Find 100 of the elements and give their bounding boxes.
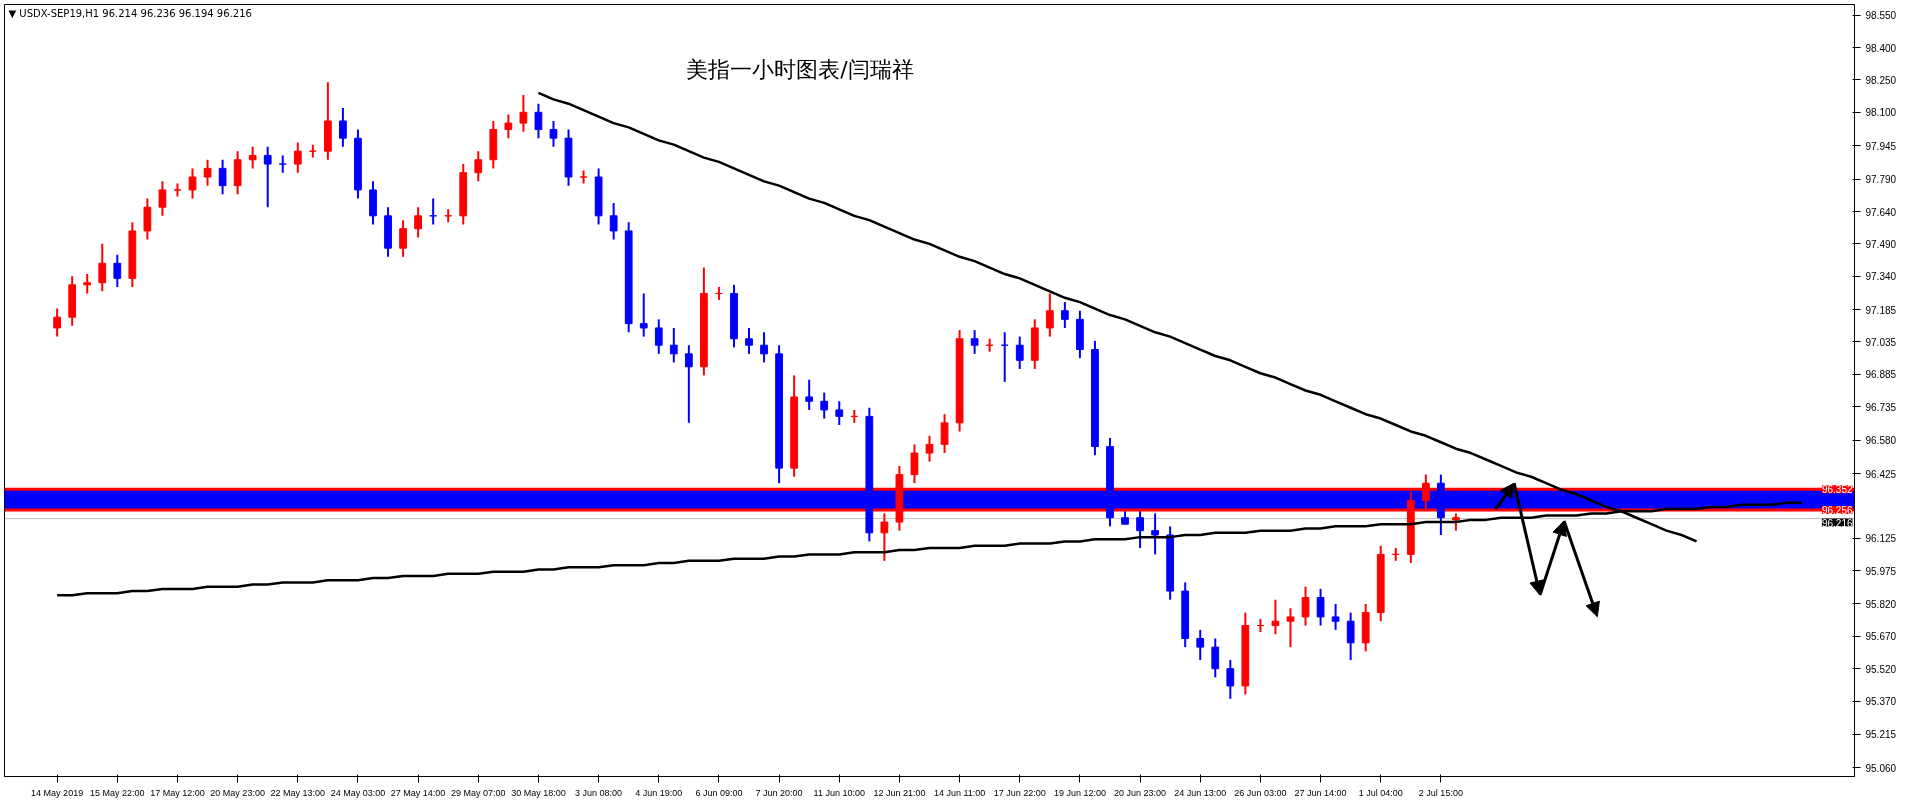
candlestick (143, 197, 152, 241)
y-tick-label: 95.820 (1865, 598, 1897, 610)
candlestick (1316, 587, 1325, 627)
candlestick (639, 292, 648, 338)
x-tick-label: 20 May 23:00 (210, 787, 265, 798)
text: 美指一小时图表/闫瑞祥 (686, 56, 914, 82)
y-tick-label: 95.060 (1865, 762, 1897, 774)
x-tick-label: 14 May 2019 (31, 787, 84, 798)
candlestick (98, 242, 107, 293)
x-tick-label: 19 Jun 12:00 (1053, 787, 1106, 798)
y-tick-label: 97.490 (1865, 238, 1897, 250)
candlestick (970, 329, 979, 355)
candlestick (760, 331, 768, 364)
x-tick-label: 2 Jul 15:00 (1418, 787, 1463, 798)
candlestick (549, 119, 558, 148)
x-tick-label: 27 Jun 14:00 (1294, 787, 1347, 798)
x-tick-label: 15 May 22:00 (90, 787, 145, 798)
x-tick-label: 27 May 14:00 (390, 787, 446, 798)
y-tick-label: 97.945 (1865, 140, 1897, 152)
candlestick (158, 180, 167, 217)
candlestick (609, 201, 618, 241)
x-tick-label: 30 May 18:00 (511, 787, 566, 798)
candlestick (1286, 607, 1295, 649)
x-tick-label: 12 Jun 21:00 (873, 787, 926, 798)
y-tick-label: 98.250 (1865, 74, 1897, 86)
candlestick (654, 318, 663, 355)
y-tick-label: 96.885 (1865, 369, 1897, 381)
y-tick-label: 96.425 (1865, 468, 1897, 480)
candlestick (188, 167, 197, 200)
candlestick (504, 113, 513, 140)
candlestick (1136, 510, 1144, 549)
candlestick (1060, 301, 1069, 329)
x-tick-label: 29 May 07:00 (451, 787, 506, 798)
candlestick (669, 326, 678, 364)
ref-line-label: 96.216 (1821, 517, 1853, 529)
y-tick-label: 95.520 (1865, 663, 1897, 675)
y-tick-label: 95.975 (1865, 565, 1897, 577)
candlestick (293, 141, 302, 174)
candlestick (53, 307, 62, 338)
x-tick-label: 7 Jun 20:00 (755, 787, 803, 798)
y-tick-label: 96.580 (1865, 435, 1897, 447)
candlestick (1151, 512, 1159, 556)
candlestick (534, 102, 543, 140)
y-tick-label: 97.340 (1865, 271, 1897, 283)
candlestick (1045, 292, 1054, 338)
candlestick (835, 400, 844, 426)
candlestick (1226, 659, 1235, 700)
candlestick (203, 158, 212, 187)
x-tick-label: 3 Jun 08:00 (575, 787, 623, 798)
candlestick (1271, 598, 1280, 636)
x-tick-label: 11 Jun 10:00 (813, 787, 865, 798)
x-tick-label: 1 Jul 04:00 (1358, 787, 1403, 798)
y-tick-label: 95.215 (1865, 729, 1897, 741)
x-tick-label: 26 Jun 03:00 (1234, 787, 1287, 798)
y-tick-label: 97.185 (1865, 304, 1897, 316)
candlestick (519, 94, 528, 133)
candlestick (745, 326, 753, 355)
candlestick (278, 154, 287, 174)
x-tick-label: 24 Jun 13:00 (1174, 787, 1227, 798)
x-tick-label: 14 Jun 11:00 (933, 787, 986, 798)
candlestick (474, 150, 483, 183)
x-tick-label: 4 Jun 19:00 (635, 787, 683, 798)
y-tick-label: 97.790 (1865, 174, 1897, 186)
x-tick-label: 17 May 12:00 (150, 787, 205, 798)
candlestick (1346, 611, 1355, 662)
candlestick (339, 107, 347, 148)
candlestick (1211, 637, 1220, 679)
ref-line-label: 96.256 (1821, 504, 1853, 516)
candlestick (414, 206, 422, 239)
y-tick-label: 97.640 (1865, 206, 1897, 218)
candlestick (910, 443, 919, 485)
candlestick (1015, 335, 1024, 370)
candlestick (805, 378, 814, 411)
ref-line-label: 96.352 (1821, 484, 1853, 496)
annotation: ▼ USDX-SEP19,H1 96.214 96.236 96.194 96.216 (8, 7, 252, 19)
y-tick-label: 95.370 (1865, 696, 1897, 708)
y-tick-label: 95.670 (1865, 631, 1897, 643)
candlestick (684, 344, 693, 424)
x-tick-label: 6 Jun 09:00 (695, 787, 743, 798)
candlestick (263, 145, 272, 209)
candlestick (1301, 585, 1310, 627)
y-tick-label: 96.125 (1865, 533, 1897, 545)
y-tick-label: 98.400 (1865, 42, 1897, 54)
y-tick-label: 96.735 (1865, 401, 1897, 413)
y-tick-label: 97.035 (1865, 336, 1897, 348)
x-tick-label: 22 May 13:00 (270, 787, 326, 798)
x-tick-label: 24 May 03:00 (330, 787, 386, 798)
y-tick-label: 98.100 (1865, 107, 1897, 119)
y-tick-label: 98.550 (1865, 10, 1897, 22)
candlestick (925, 434, 934, 463)
candlestick (399, 219, 407, 258)
candlestick (1196, 628, 1205, 662)
candlestick (113, 253, 122, 288)
x-tick-label: 17 Jun 22:00 (993, 787, 1046, 798)
x-tick-label: 20 Jun 23:00 (1114, 787, 1167, 798)
candlestick (880, 512, 889, 562)
candlestick (218, 158, 227, 196)
candlestick (940, 413, 949, 455)
candlestick (248, 145, 257, 170)
candlestick (1331, 602, 1340, 631)
